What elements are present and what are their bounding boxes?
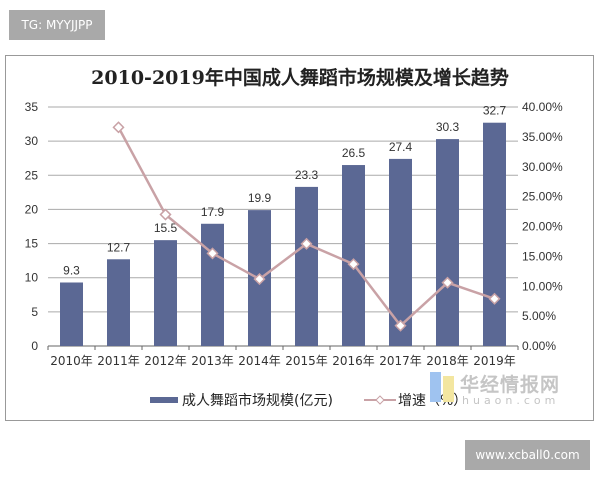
right-tick-label: 5.00%	[522, 309, 556, 323]
x-tick-label: 2011年	[97, 354, 140, 368]
bar	[342, 165, 365, 346]
x-tick-label: 2019年	[473, 354, 516, 368]
right-tick-label: 15.00%	[522, 249, 563, 263]
bar	[483, 122, 506, 346]
bar	[436, 139, 459, 346]
x-tick-label: 2018年	[426, 354, 469, 368]
x-tick-label: 2017年	[379, 354, 422, 368]
x-tick-label: 2015年	[285, 354, 328, 368]
bar-data-label: 27.4	[389, 140, 413, 154]
logo-text-cn: 华经情报网	[460, 374, 561, 396]
growth-point	[300, 237, 313, 250]
growth-point	[159, 208, 172, 221]
bar	[60, 282, 83, 346]
growth-point	[206, 247, 219, 260]
bar-data-label: 32.7	[483, 104, 507, 118]
bar	[154, 240, 177, 346]
right-tick-label: 20.00%	[522, 220, 563, 234]
right-tick-label: 10.00%	[522, 279, 563, 293]
bar-data-label: 19.9	[248, 191, 272, 205]
left-tick-label: 10	[25, 271, 39, 285]
left-tick-label: 25	[25, 168, 39, 182]
growth-point	[253, 273, 266, 286]
legend-swatch-bar	[150, 397, 178, 403]
bar	[201, 223, 224, 346]
x-tick-label: 2013年	[191, 354, 234, 368]
growth-point	[441, 276, 454, 289]
bar	[389, 158, 412, 346]
right-tick-label: 25.00%	[522, 190, 563, 204]
bar-data-label: 23.3	[295, 168, 319, 182]
bar-data-label: 30.3	[436, 120, 460, 134]
growth-point	[347, 258, 360, 271]
x-tick-label: 2010年	[50, 354, 93, 368]
chart-title: 2010-2019年中国成人舞蹈市场规模及增长趋势	[91, 67, 509, 89]
right-tick-label: 35.00%	[522, 130, 563, 144]
bar-data-label: 26.5	[342, 146, 366, 160]
bar-data-label: 15.5	[154, 221, 178, 235]
bar	[107, 259, 130, 346]
x-tick-label: 2012年	[144, 354, 187, 368]
right-tick-label: 30.00%	[522, 160, 563, 174]
bar-data-label: 17.9	[201, 205, 225, 219]
left-tick-label: 35	[25, 100, 39, 114]
logo-icon	[430, 372, 454, 402]
logo-text-en: huaon.com	[462, 394, 560, 407]
watermark-bottom: www.xcball0.com	[465, 440, 590, 470]
bar-data-label: 12.7	[107, 240, 131, 254]
left-tick-label: 20	[25, 202, 39, 216]
chart-frame	[5, 55, 594, 421]
growth-point	[488, 292, 501, 305]
right-tick-label: 40.00%	[522, 100, 563, 114]
x-tick-label: 2014年	[238, 354, 281, 368]
right-tick-label: 0.00%	[522, 339, 556, 353]
left-tick-label: 5	[31, 305, 38, 319]
watermark-top: TG: MYYJJPP	[9, 10, 105, 40]
bar-data-label: 9.3	[63, 263, 80, 277]
left-tick-label: 15	[25, 237, 39, 251]
left-tick-label: 0	[31, 339, 38, 353]
legend-label-bar: 成人舞蹈市场规模(亿元)	[182, 392, 333, 409]
x-tick-label: 2016年	[332, 354, 375, 368]
bar	[295, 186, 318, 346]
growth-point	[394, 319, 407, 332]
growth-point	[112, 121, 125, 134]
legend-marker	[375, 395, 385, 405]
left-tick-label: 30	[25, 134, 39, 148]
huaon-logo: 华经情报网 huaon.com	[430, 370, 559, 408]
